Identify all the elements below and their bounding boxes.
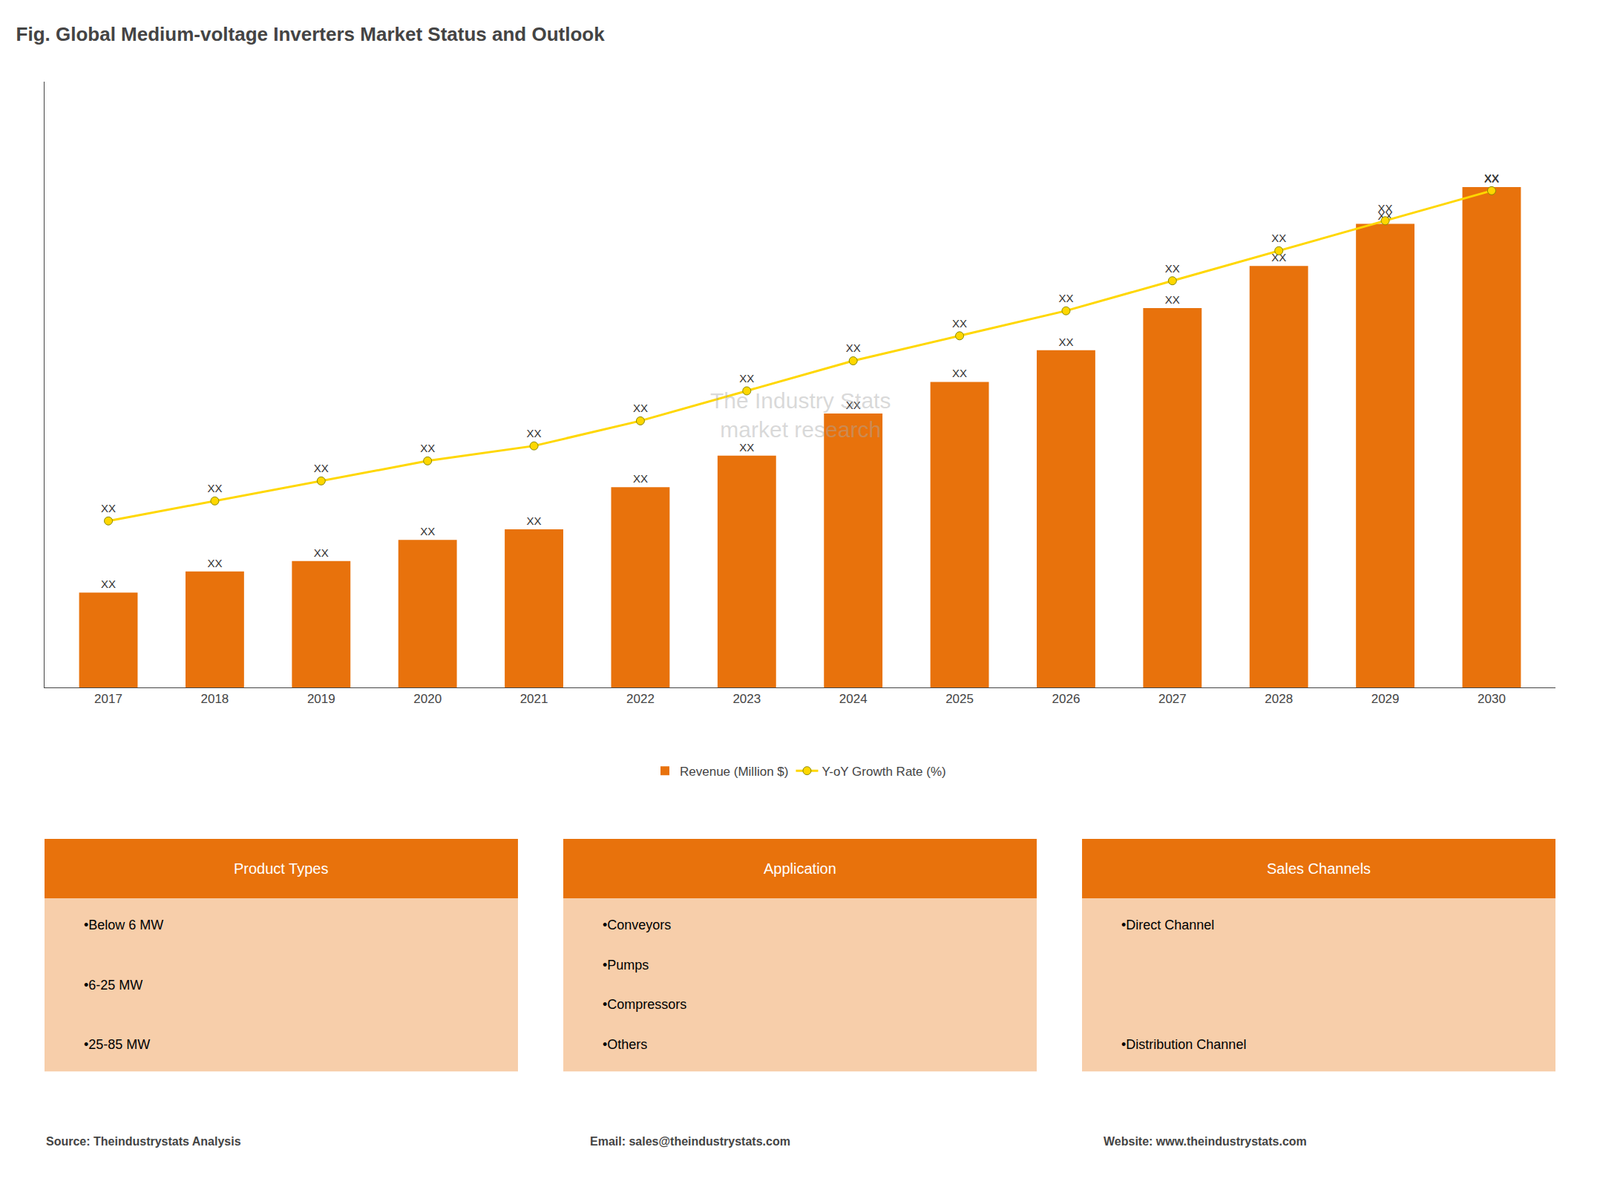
svg-text:XX: XX xyxy=(1378,201,1393,215)
svg-text:2026: 2026 xyxy=(1052,691,1081,706)
svg-text:•Below 6 MW: •Below 6 MW xyxy=(83,917,164,933)
svg-text:XX: XX xyxy=(313,461,329,475)
svg-text:Revenue (Million $): Revenue (Million $) xyxy=(679,764,789,779)
svg-text:Source: Theindustrystats Analy: Source: Theindustrystats Analysis xyxy=(46,1134,242,1148)
svg-text:•25-85 MW: •25-85 MW xyxy=(83,1036,150,1052)
svg-text:2020: 2020 xyxy=(413,691,442,706)
svg-text:XX: XX xyxy=(846,341,861,354)
svg-text:XX: XX xyxy=(1058,335,1074,349)
svg-text:XX: XX xyxy=(100,577,116,590)
svg-text:XX: XX xyxy=(739,371,754,385)
svg-text:XX: XX xyxy=(952,316,967,330)
svg-text:XX: XX xyxy=(1165,261,1180,275)
svg-text:XX: XX xyxy=(526,514,542,527)
svg-text:XX: XX xyxy=(1484,172,1500,185)
svg-text:Website: www.theindustrystats.: Website: www.theindustrystats.com xyxy=(1103,1134,1307,1148)
svg-text:XX: XX xyxy=(1484,171,1500,185)
svg-text:2029: 2029 xyxy=(1371,691,1400,706)
svg-text:•Conveyors: •Conveyors xyxy=(602,917,671,933)
svg-text:XX: XX xyxy=(952,366,967,380)
svg-text:•6-25 MW: •6-25 MW xyxy=(83,977,143,993)
svg-text:2018: 2018 xyxy=(200,691,229,706)
svg-text:XX: XX xyxy=(633,401,648,415)
svg-text:XX: XX xyxy=(207,556,222,570)
svg-text:•Compressors: •Compressors xyxy=(602,996,687,1012)
svg-text:Y-oY Growth Rate (%): Y-oY Growth Rate (%) xyxy=(821,764,946,779)
svg-text:Sales Channels: Sales Channels xyxy=(1266,860,1371,877)
svg-text:2028: 2028 xyxy=(1264,691,1293,706)
svg-text:2027: 2027 xyxy=(1158,691,1187,706)
svg-text:XX: XX xyxy=(846,398,861,412)
svg-text:XX: XX xyxy=(1271,231,1287,245)
svg-text:•Others: •Others xyxy=(602,1036,648,1052)
svg-text:XX: XX xyxy=(1271,250,1287,264)
svg-text:Application: Application xyxy=(763,860,837,877)
svg-text:2025: 2025 xyxy=(945,691,974,706)
svg-text:XX: XX xyxy=(420,441,435,455)
svg-text:XX: XX xyxy=(1378,209,1393,222)
svg-text:XX: XX xyxy=(100,501,116,515)
svg-text:XX: XX xyxy=(526,426,542,440)
svg-text:2024: 2024 xyxy=(839,691,868,706)
svg-text:XX: XX xyxy=(633,471,648,485)
svg-text:Fig. Global Medium-voltage Inv: Fig. Global Medium-voltage Inverters Mar… xyxy=(16,23,606,46)
svg-text:•Direct Channel: •Direct Channel xyxy=(1121,917,1215,933)
svg-text:2021: 2021 xyxy=(520,691,549,706)
svg-text:2030: 2030 xyxy=(1477,691,1506,706)
svg-text:•Distribution Channel: •Distribution Channel xyxy=(1121,1036,1247,1052)
svg-text:•Pumps: •Pumps xyxy=(602,957,649,973)
svg-text:2019: 2019 xyxy=(307,691,336,706)
svg-text:XX: XX xyxy=(313,546,329,559)
svg-text:2022: 2022 xyxy=(626,691,655,706)
svg-text:Email: sales@theindustrystats.: Email: sales@theindustrystats.com xyxy=(589,1134,791,1148)
svg-text:The Industry Statsmarket resea: The Industry Statsmarket research xyxy=(710,388,891,442)
svg-text:XX: XX xyxy=(1058,291,1074,305)
svg-text:2023: 2023 xyxy=(732,691,761,706)
svg-text:XX: XX xyxy=(1165,293,1180,306)
svg-text:XX: XX xyxy=(207,481,222,495)
svg-text:XX: XX xyxy=(420,524,435,538)
svg-text:Product Types: Product Types xyxy=(233,860,329,877)
svg-text:XX: XX xyxy=(739,440,754,454)
svg-text:2017: 2017 xyxy=(94,691,123,706)
